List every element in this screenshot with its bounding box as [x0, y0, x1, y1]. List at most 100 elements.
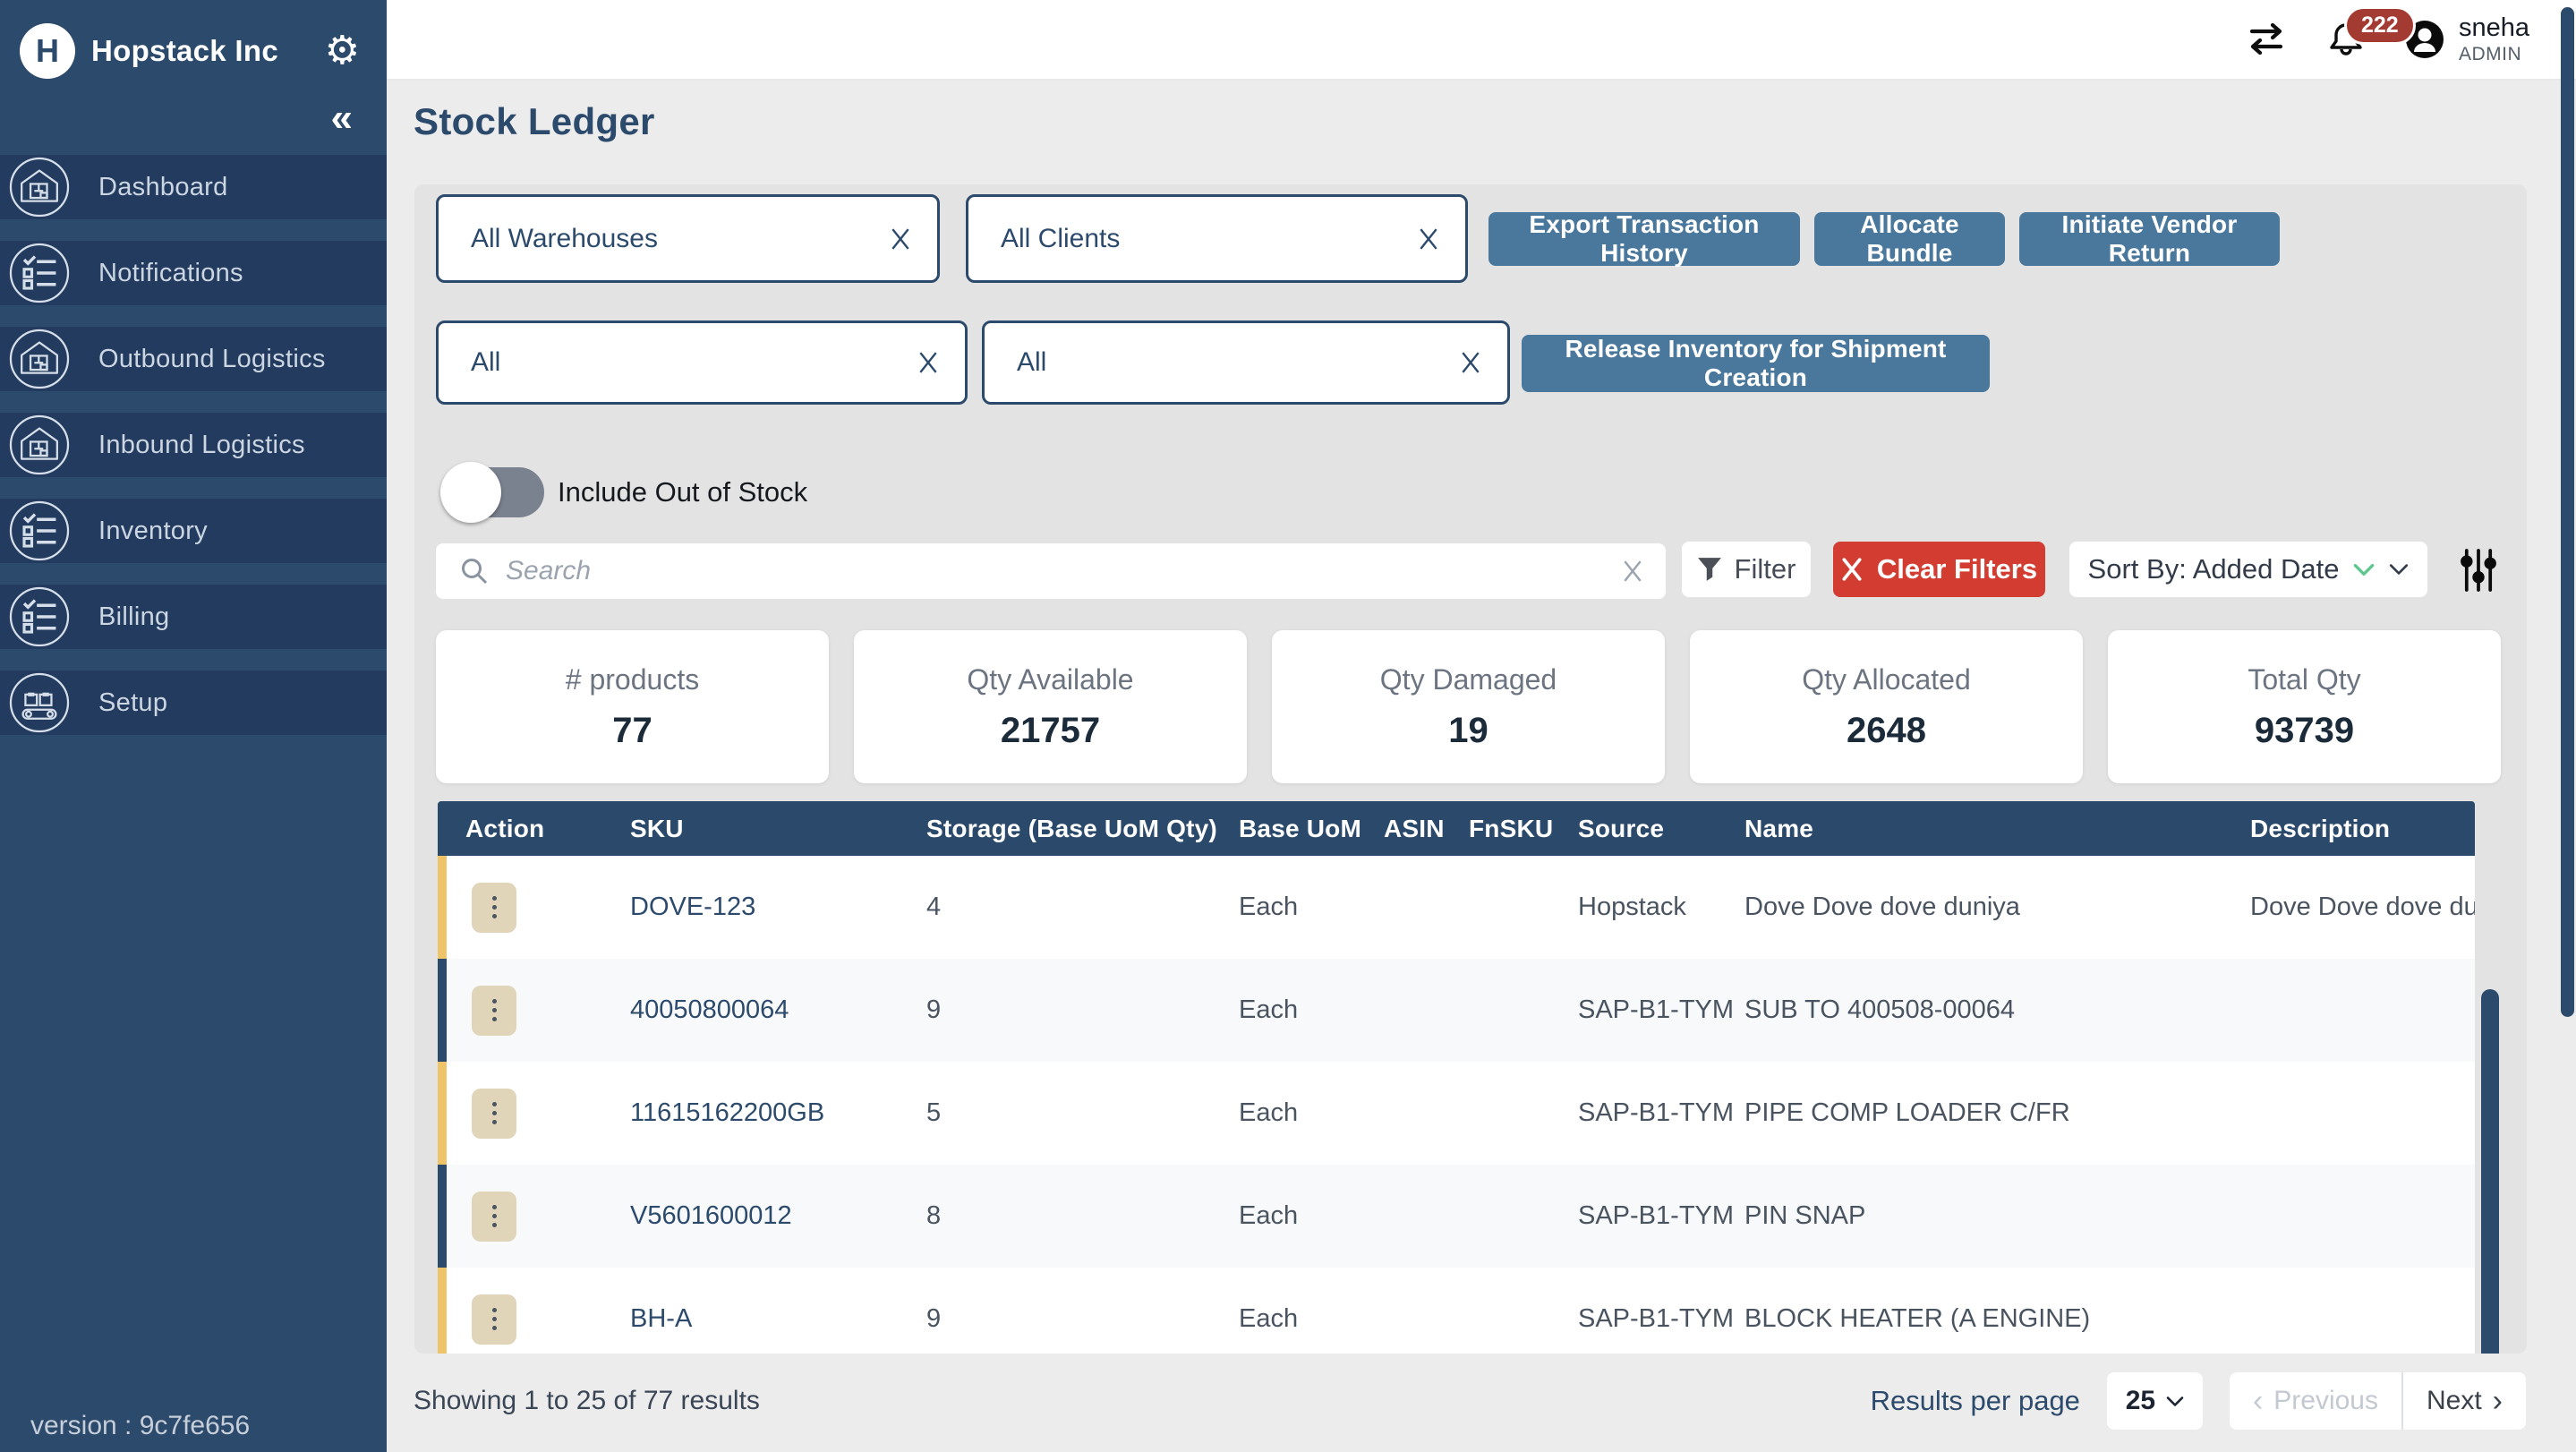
storage-cell: 5	[926, 1098, 942, 1127]
include-out-of-stock-label: Include Out of Stock	[558, 476, 808, 508]
row-accent-bar	[438, 1165, 447, 1268]
page-size-select[interactable]: 25	[2106, 1372, 2203, 1430]
notifications-bell-icon[interactable]: 222	[2326, 6, 2416, 60]
warehouse-filter-select[interactable]: All Warehouses	[436, 194, 940, 283]
sku-cell[interactable]: 11615162200GB	[630, 1098, 825, 1127]
stat-card-total-qty: Total Qty 93739	[2108, 630, 2501, 783]
clear-filters-label: Clear Filters	[1876, 553, 2038, 585]
user-text: sneha ADMIN	[2459, 13, 2529, 64]
filter-button-label: Filter	[1734, 553, 1796, 585]
name-cell: PIN SNAP	[1744, 1201, 1866, 1230]
pager-divider	[2401, 1372, 2403, 1430]
table-body: DOVE-123 4 Each Hopstack Dove Dove dove …	[438, 856, 2475, 1354]
row-actions-kebab-icon[interactable]	[472, 882, 516, 933]
sidebar-item-label: Setup	[98, 688, 168, 717]
sidebar-item-setup[interactable]: Setup	[0, 670, 387, 736]
search-input[interactable]	[506, 556, 1607, 586]
stat-label: # products	[565, 662, 700, 696]
fourth-filter-select[interactable]: All	[982, 320, 1510, 405]
column-header-base-uom: Base UoM	[1239, 814, 1361, 842]
brand-row: H Hopstack Inc ⚙	[0, 0, 387, 86]
column-header-source: Source	[1578, 814, 1665, 842]
swap-arrows-icon[interactable]	[2246, 21, 2287, 57]
stat-value: 2648	[1847, 710, 1926, 750]
sku-cell[interactable]: V5601600012	[630, 1201, 792, 1230]
table-row: BH-A 9 Each SAP-B1-TYM BLOCK HEATER (A E…	[438, 1268, 2475, 1354]
sort-direction-icon[interactable]	[2353, 563, 2375, 577]
table-scrollbar-thumb[interactable]	[2481, 989, 2499, 1354]
funnel-icon	[1697, 557, 1722, 582]
warehouse-filter-value: All Warehouses	[471, 223, 658, 253]
stat-value: 77	[612, 710, 653, 750]
export-transaction-history-button[interactable]: Export Transaction History	[1488, 210, 1800, 267]
clear-filters-x-icon	[1841, 558, 1863, 581]
gear-icon[interactable]: ⚙	[324, 29, 360, 73]
clear-filters-button[interactable]: Clear Filters	[1833, 542, 2045, 597]
previous-page-button[interactable]: ‹ Previous	[2230, 1372, 2401, 1430]
sidebar-item-notifications[interactable]: Notifications	[0, 241, 387, 306]
release-inventory-button[interactable]: Release Inventory for Shipment Creation	[1522, 335, 1990, 392]
warehouse-icon	[9, 157, 70, 218]
sidebar-item-outbound-logistics[interactable]: Outbound Logistics	[0, 327, 387, 392]
clear-third-filter-icon[interactable]	[918, 351, 938, 374]
user-menu[interactable]: sneha ADMIN	[2405, 13, 2529, 64]
row-actions-kebab-icon[interactable]	[472, 1088, 516, 1139]
next-page-button[interactable]: Next ›	[2403, 1372, 2526, 1430]
sidebar-item-label: Billing	[98, 602, 170, 631]
column-header-description: Description	[2250, 814, 2391, 842]
clear-warehouse-icon[interactable]	[891, 227, 910, 251]
results-per-page-label: Results per page	[1870, 1385, 2080, 1416]
table-header-row: Action SKU Storage (Base UoM Qty) Base UoM A…	[438, 801, 2475, 856]
page-scrollbar-thumb[interactable]	[2561, 7, 2574, 1017]
toggle-knob	[440, 462, 501, 523]
sidebar-item-label: Notifications	[98, 258, 243, 287]
sidebar-item-label: Outbound Logistics	[98, 344, 326, 373]
clear-search-icon[interactable]	[1623, 559, 1642, 583]
base-uom-cell: Each	[1239, 995, 1299, 1024]
version-label: version : 9c7fe656	[30, 1411, 251, 1440]
collapse-sidebar-icon[interactable]: «	[330, 96, 353, 140]
column-settings-sliders-icon[interactable]	[2458, 544, 2499, 596]
sidebar-item-label: Inbound Logistics	[98, 430, 305, 459]
next-label: Next	[2426, 1386, 2482, 1415]
sidebar: H Hopstack Inc ⚙ « Dashboard Notificatio…	[0, 0, 387, 1452]
clear-fourth-filter-icon[interactable]	[1461, 351, 1480, 374]
sidebar-item-dashboard[interactable]: Dashboard	[0, 155, 387, 220]
name-cell: Dove Dove dove duniya	[1744, 893, 2020, 921]
sidebar-nav: Dashboard Notifications Outbound Logisti…	[0, 155, 387, 736]
checklist-icon	[9, 243, 70, 303]
source-cell: Hopstack	[1578, 893, 1686, 921]
base-uom-cell: Each	[1239, 1304, 1299, 1333]
stat-card-products: # products 77	[436, 630, 829, 783]
third-filter-select[interactable]: All	[436, 320, 968, 405]
sidebar-item-billing[interactable]: Billing	[0, 585, 387, 650]
filter-button[interactable]: Filter	[1682, 542, 1811, 597]
row-actions-kebab-icon[interactable]	[472, 1294, 516, 1345]
sidebar-item-inventory[interactable]: Inventory	[0, 499, 387, 564]
hopstack-logo: H	[20, 23, 75, 79]
stats-row: # products 77 Qty Available 21757 Qty Da…	[436, 630, 2501, 783]
sku-cell[interactable]: BH-A	[630, 1304, 693, 1333]
table-row: 40050800064 9 Each SAP-B1-TYM SUB TO 400…	[438, 959, 2475, 1062]
previous-label: Previous	[2273, 1386, 2378, 1415]
sku-cell[interactable]: DOVE-123	[630, 893, 756, 921]
sku-cell[interactable]: 40050800064	[630, 995, 789, 1024]
row-actions-kebab-icon[interactable]	[472, 985, 516, 1036]
conveyor-icon	[9, 672, 70, 733]
pagination-footer: Showing 1 to 25 of 77 results Results pe…	[414, 1370, 2526, 1432]
source-cell: SAP-B1-TYM	[1578, 995, 1735, 1024]
base-uom-cell: Each	[1239, 893, 1299, 921]
include-out-of-stock-toggle[interactable]	[440, 462, 544, 523]
sidebar-item-inbound-logistics[interactable]: Inbound Logistics	[0, 413, 387, 478]
row-actions-kebab-icon[interactable]	[472, 1191, 516, 1242]
base-uom-cell: Each	[1239, 1201, 1299, 1230]
clear-client-icon[interactable]	[1419, 227, 1438, 251]
stat-value: 93739	[2254, 710, 2355, 750]
initiate-vendor-return-button[interactable]: Initiate Vendor Return	[2019, 210, 2280, 267]
column-header-fnsku: FnSKU	[1469, 814, 1554, 842]
column-header-action: Action	[465, 814, 545, 842]
sort-by-select[interactable]: Sort By: Added Date	[2069, 542, 2427, 597]
allocate-bundle-button[interactable]: Allocate Bundle	[1814, 210, 2005, 267]
client-filter-select[interactable]: All Clients	[966, 194, 1468, 283]
stat-label: Qty Damaged	[1379, 662, 1557, 696]
